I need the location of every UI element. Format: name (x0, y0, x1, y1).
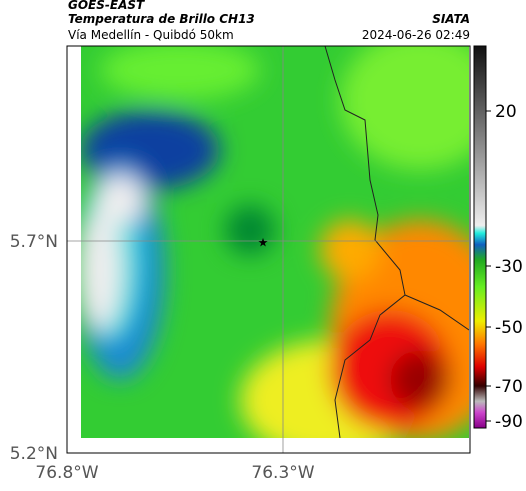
colorbar-tick-label: 20 (495, 102, 517, 122)
colorbar-tick-label: -70 (495, 377, 523, 397)
colorbar-ticks: 20 -30 -50 -70 -90 (486, 102, 523, 432)
title: GOES-EAST (68, 0, 145, 12)
lon-label: 76.8°W (35, 463, 98, 483)
colorbar (473, 45, 487, 429)
colorbar-tick-label: -50 (495, 318, 523, 338)
route: Vía Medellín - Quibdó 50km (68, 28, 234, 42)
location-star: ★ (258, 236, 269, 250)
subtitle: Temperatura de Brillo CH13 (68, 12, 255, 26)
lat-label: 5.7°N (10, 232, 58, 252)
source: SIATA (432, 12, 470, 26)
lon-label: 76.3°W (251, 463, 314, 483)
timestamp: 2024-06-26 02:49 (362, 28, 470, 42)
map-frame (66, 45, 471, 454)
lat-label: 5.2°N (10, 444, 58, 464)
imagery (81, 46, 469, 438)
boundary (324, 46, 469, 438)
colorbar-tick-label: -30 (495, 257, 523, 277)
colorbar-tick-label: -90 (495, 412, 523, 432)
